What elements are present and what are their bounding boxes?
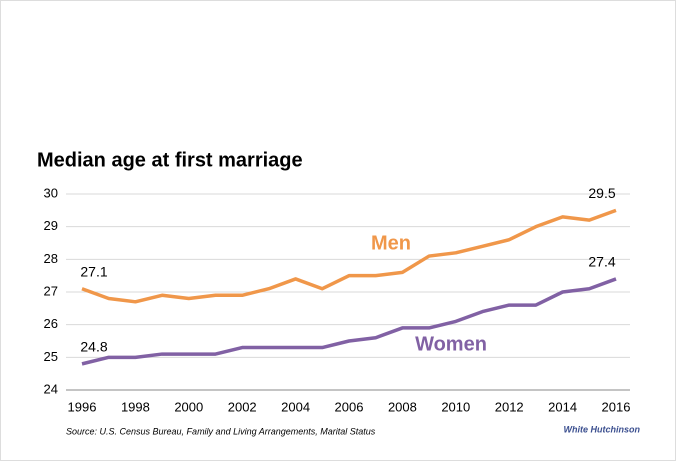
series-label: Women: [415, 333, 487, 355]
series-line: [81, 208, 617, 304]
y-tick-label: 25: [44, 349, 58, 364]
y-tick-label: 29: [44, 218, 58, 233]
data-label: 24.8: [80, 339, 107, 355]
y-tick-label: 26: [44, 316, 58, 331]
x-tick-label: 2000: [174, 399, 203, 414]
x-tick-label: 2004: [281, 399, 310, 414]
y-tick-label: 30: [44, 185, 58, 200]
x-tick-label: 2014: [548, 399, 577, 414]
chart-title: Median age at first marriage: [37, 149, 303, 171]
x-tick-label: 2010: [441, 399, 470, 414]
series-line: [81, 277, 617, 366]
x-tick-label: 2008: [388, 399, 417, 414]
x-tick-label: 2016: [602, 399, 631, 414]
series-label: Men: [371, 232, 411, 254]
x-tick-label: 1996: [68, 399, 97, 414]
x-tick-label: 2012: [495, 399, 524, 414]
data-label: 27.1: [80, 263, 107, 279]
logo: White Hutchinson: [564, 424, 641, 434]
data-label: 29.5: [588, 185, 615, 201]
y-tick-label: 24: [44, 381, 58, 396]
y-tick-label: 28: [44, 251, 58, 266]
x-tick-label: 2002: [228, 399, 257, 414]
data-label: 27.4: [588, 254, 615, 270]
x-tick-label: 2006: [335, 399, 364, 414]
source-note: Source: U.S. Census Bureau, Family and L…: [66, 426, 376, 436]
x-tick-label: 1998: [121, 399, 150, 414]
y-tick-label: 27: [44, 283, 58, 298]
